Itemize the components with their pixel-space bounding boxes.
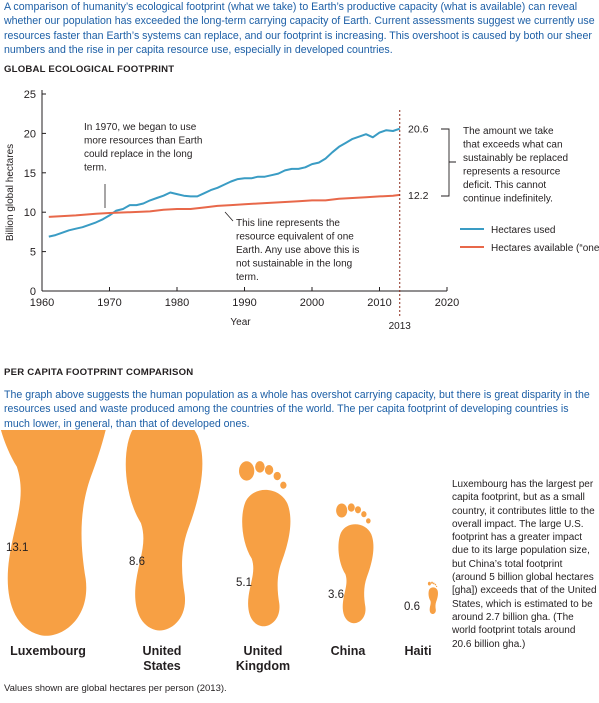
annotation-1970-line: term. <box>84 163 107 174</box>
footprint-haiti <box>427 581 438 615</box>
y-axis-title: Billion global hectares <box>5 144 16 241</box>
annotation-1970-line: In 1970, we began to use <box>84 122 197 133</box>
series-line-hectares-used <box>48 127 401 238</box>
x-tick-label: 1960 <box>30 297 54 309</box>
foot-label-china: China <box>330 644 366 658</box>
annotation-one-earth-line: not sustainable in the long <box>236 259 352 270</box>
foot-value-china: 3.6 <box>328 589 344 601</box>
foot-sole <box>125 430 203 631</box>
annotation-one-earth-line: This line represents the <box>236 218 340 229</box>
foot-label-united-kingdom: United Kingdom <box>235 644 291 673</box>
foot-toe <box>427 581 431 586</box>
foot-sole <box>242 489 291 627</box>
legend-label-available: Hectares available (“one Earth”) <box>491 243 599 254</box>
y-tick-label: 20 <box>24 128 36 140</box>
x-tick-label: 1980 <box>165 297 189 309</box>
foot-value-united-kingdom: 5.1 <box>236 577 252 589</box>
foot-label-luxembourg: Luxembourg <box>10 644 86 658</box>
annotation-one-earth-line: term. <box>236 272 259 283</box>
foot-sole <box>338 524 374 624</box>
foot-toe <box>434 583 437 586</box>
foot-toe <box>361 511 367 518</box>
foot-toe <box>354 506 361 514</box>
foot-toe <box>273 471 281 481</box>
x-tick-label: 2000 <box>300 297 324 309</box>
foot-value-haiti: 0.6 <box>404 601 420 613</box>
foot-toe <box>431 581 433 584</box>
annotation-deficit-line: represents a resource <box>463 167 561 178</box>
y-tick-label: 0 <box>30 286 36 298</box>
y-tick-label: 10 <box>24 207 36 219</box>
foot-toe <box>255 461 265 473</box>
legend-label-used: Hectares used <box>491 225 555 236</box>
foot-value-luxembourg: 13.1 <box>6 542 29 554</box>
chart-title: GLOBAL ECOLOGICAL FOOTPRINT <box>4 64 175 75</box>
per-capita-paragraph: The graph above suggests the human popul… <box>4 389 590 430</box>
foot-toe <box>435 585 438 588</box>
foot-value-united-states: 8.6 <box>129 556 145 568</box>
x-axis-title: Year <box>230 317 251 328</box>
foot-toe <box>238 461 255 481</box>
foot-toe <box>264 465 274 475</box>
annotation-deficit-line: that exceeds what can <box>463 140 563 151</box>
footprint-united-states <box>125 430 203 631</box>
y-tick-label: 5 <box>30 247 36 259</box>
per-capita-note: Luxembourg has the largest per capita fo… <box>452 479 597 650</box>
annotation-deficit-line: continue indefinitely. <box>463 194 553 205</box>
per-capita-caption: Values shown are global hectares per per… <box>4 683 227 694</box>
annotation-1970-line: more resources than Earth <box>84 136 202 147</box>
used-end-value: 20.6 <box>408 124 429 136</box>
foot-sole <box>428 587 438 615</box>
foot-toe <box>347 503 355 512</box>
foot-toe <box>366 518 371 524</box>
annotation-one-earth-leader <box>224 211 234 222</box>
y-tick-label: 15 <box>24 168 36 180</box>
annotation-1970-line: could replace in the long <box>84 149 192 160</box>
annotation-deficit-line: sustainably be replaced <box>463 153 568 164</box>
y-tick-label: 25 <box>24 89 36 101</box>
footprint-graphic <box>0 430 438 636</box>
intro-paragraph: A comparison of humanity’s ecological fo… <box>4 1 595 57</box>
deficit-bracket <box>441 128 456 197</box>
x-tick-label: 1990 <box>232 297 256 309</box>
annotation-deficit-line: deficit. This cannot <box>463 180 546 191</box>
annotation-one-earth-line: resource equivalent of one <box>236 232 354 243</box>
annotation-deficit-line: The amount we take <box>463 126 554 137</box>
foot-toe <box>336 503 348 518</box>
available-end-value: 12.2 <box>408 190 429 202</box>
footprint-luxembourg <box>0 430 106 636</box>
x-tick-label: 1970 <box>97 297 121 309</box>
annotation-one-earth-line: Earth. Any use above this is <box>236 245 359 256</box>
foot-label-united-states: United States <box>142 644 182 673</box>
foot-toe <box>280 481 287 489</box>
foot-toe <box>432 582 435 585</box>
footprint-united-kingdom <box>238 461 291 627</box>
per-capita-title: PER CAPITA FOOTPRINT COMPARISON <box>4 367 194 378</box>
series-line-hectares-available <box>48 193 400 218</box>
footprint-line-chart: 0 5 10 15 20 25 1960 1970 1980 1990 2000 2010 2020 Ye… <box>5 89 599 332</box>
foot-label-haiti: Haiti <box>404 644 432 658</box>
foot-sole <box>0 430 106 636</box>
x-tick-label: 2010 <box>367 297 391 309</box>
x-tick-label: 2020 <box>435 297 459 309</box>
marker-year-label: 2013 <box>389 321 412 332</box>
footprint-china <box>336 503 374 624</box>
